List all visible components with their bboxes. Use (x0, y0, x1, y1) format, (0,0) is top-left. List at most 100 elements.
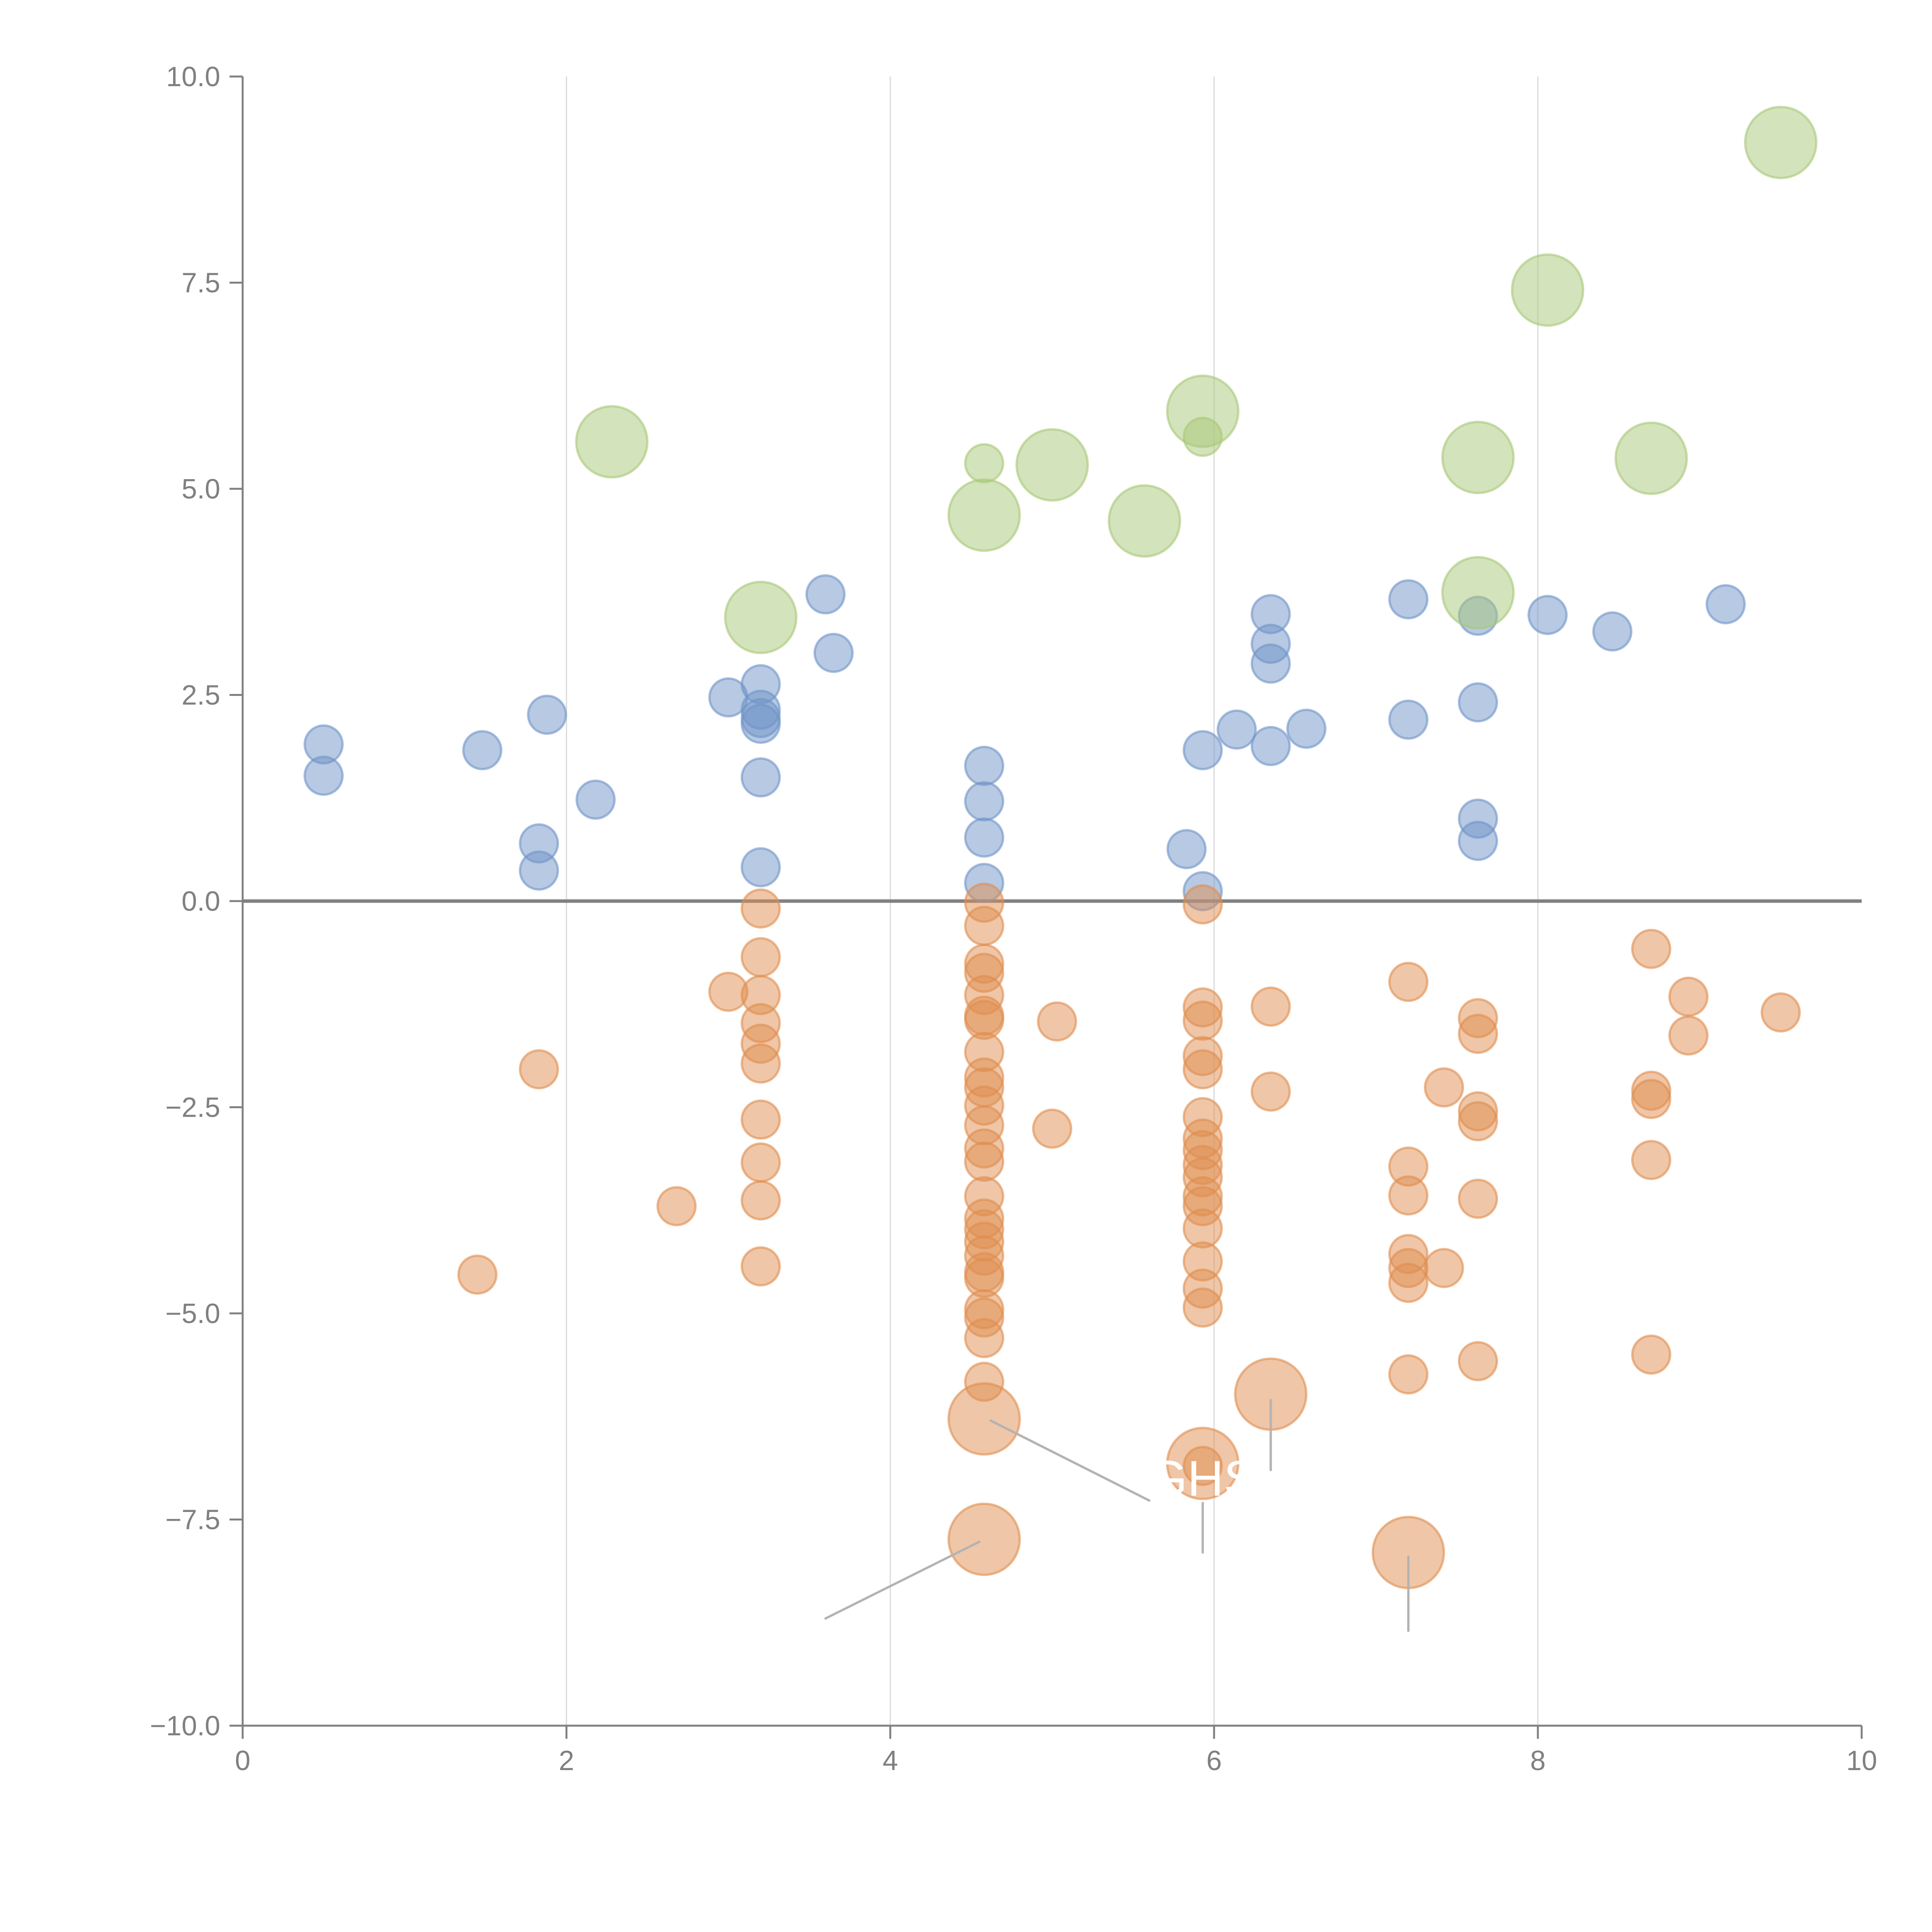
data-point-blue (1216, 709, 1257, 750)
data-point-orange (1250, 986, 1291, 1027)
y-tick-label: 7.5 (182, 268, 220, 299)
data-point-green (724, 580, 798, 654)
data-point-green (1107, 484, 1181, 558)
data-point-blue (1458, 682, 1498, 723)
axes: 10.0 7.5 5.0 2.5 0.0 −2.5 −5.0 −7.5 −10.0 0 2 4 6 8 10 (150, 61, 1877, 1776)
data-point-green-small (1182, 417, 1223, 457)
data-point-orange (964, 1318, 1005, 1359)
data-point-blue (1388, 579, 1429, 619)
data-point-green (1614, 422, 1688, 495)
data-point-green (1441, 420, 1515, 494)
data-point-blue (1182, 730, 1223, 770)
y-tick-label: 2.5 (182, 680, 220, 711)
data-point-orange (1458, 1101, 1498, 1141)
data-point-blue (1388, 699, 1429, 740)
data-point-orange (1458, 1341, 1498, 1381)
data-point-blue (1592, 611, 1633, 652)
data-point-blue (575, 779, 616, 820)
data-point-green (1015, 428, 1089, 502)
data-point-green-small (964, 443, 1005, 483)
y-tick-label: 5.0 (182, 474, 220, 505)
x-tick-label: 10 (1846, 1745, 1877, 1776)
data-point-orange-large (1166, 1427, 1240, 1500)
data-point-blue (1166, 829, 1207, 869)
data-point-blue (1250, 726, 1291, 766)
data-point-blue (964, 817, 1005, 858)
data-point-orange (1458, 1014, 1498, 1054)
leader-line (824, 1541, 981, 1620)
x-tick-label: 0 (235, 1745, 250, 1776)
data-point-orange (1631, 1079, 1672, 1119)
data-point-green (575, 405, 649, 479)
data-point-orange (1423, 1067, 1464, 1108)
data-point-orange (740, 1246, 781, 1287)
data-point-orange (457, 1254, 498, 1295)
data-point-blue (1527, 595, 1568, 635)
data-point-orange (1182, 1287, 1223, 1328)
data-point-green (947, 478, 1021, 552)
data-point-blue (740, 704, 781, 744)
data-point-blue (303, 755, 344, 796)
y-tick-label: 10.0 (166, 61, 220, 92)
data-point-green (1744, 105, 1818, 179)
data-point-orange (519, 1049, 559, 1090)
data-point-orange (740, 1099, 781, 1140)
data-point-blue (519, 850, 559, 891)
data-point-orange (656, 1186, 697, 1226)
data-point-orange (740, 1180, 781, 1221)
data-point-orange (1182, 1000, 1223, 1041)
leader-line (989, 1419, 1151, 1502)
annotations: GHS (1148, 1450, 1257, 1507)
data-point-orange (1631, 1140, 1672, 1180)
data-point-orange (1668, 976, 1709, 1017)
data-point-orange (740, 1043, 781, 1084)
data-points (303, 105, 1818, 1589)
data-point-blue (740, 847, 781, 888)
data-point-blue (1250, 643, 1291, 684)
data-point-orange (1388, 1263, 1429, 1303)
y-tick-label: −2.5 (165, 1092, 220, 1123)
data-point-orange (1388, 962, 1429, 1002)
data-point-orange (1037, 1001, 1077, 1042)
data-point-orange-large (947, 1502, 1021, 1576)
data-point-blue (813, 633, 854, 673)
y-tick-label: 0.0 (182, 886, 220, 917)
x-tick-label: 6 (1206, 1745, 1222, 1776)
data-point-orange (1182, 884, 1223, 925)
data-point-orange (740, 937, 781, 978)
data-point-blue (1706, 584, 1746, 624)
data-point-blue (964, 746, 1005, 786)
y-tick-label: −5.0 (165, 1298, 220, 1329)
data-point-green (1511, 253, 1585, 327)
data-point-blue (805, 574, 846, 615)
data-point-orange (964, 1141, 1005, 1182)
x-tick-label: 4 (883, 1745, 898, 1776)
data-point-blue (1458, 821, 1498, 861)
data-point-green (1441, 556, 1515, 629)
data-point-blue (964, 781, 1005, 821)
data-point-blue (527, 694, 567, 735)
data-point-blue (740, 757, 781, 798)
data-point-orange (1631, 929, 1672, 969)
data-point-blue (462, 730, 503, 770)
leader-lines (824, 1399, 1410, 1632)
data-point-orange-large (947, 1382, 1021, 1456)
y-tick-label: −10.0 (150, 1711, 220, 1742)
data-point-orange (1388, 1354, 1429, 1395)
data-point-orange (1458, 1179, 1498, 1219)
data-point-orange (740, 888, 781, 929)
x-tick-label: 8 (1530, 1745, 1546, 1776)
data-point-orange (1631, 1334, 1672, 1375)
x-tick-label: 2 (559, 1745, 574, 1776)
data-point-orange (1760, 992, 1801, 1033)
annotation-label: GHS (1148, 1450, 1257, 1507)
data-point-orange (1423, 1248, 1464, 1288)
data-point-blue (1286, 708, 1327, 749)
data-point-orange (1032, 1108, 1072, 1149)
data-point-orange (1388, 1175, 1429, 1216)
data-point-orange (1668, 1015, 1709, 1056)
data-point-orange (740, 1142, 781, 1183)
data-point-orange (964, 906, 1005, 946)
y-tick-label: −7.5 (165, 1505, 220, 1536)
